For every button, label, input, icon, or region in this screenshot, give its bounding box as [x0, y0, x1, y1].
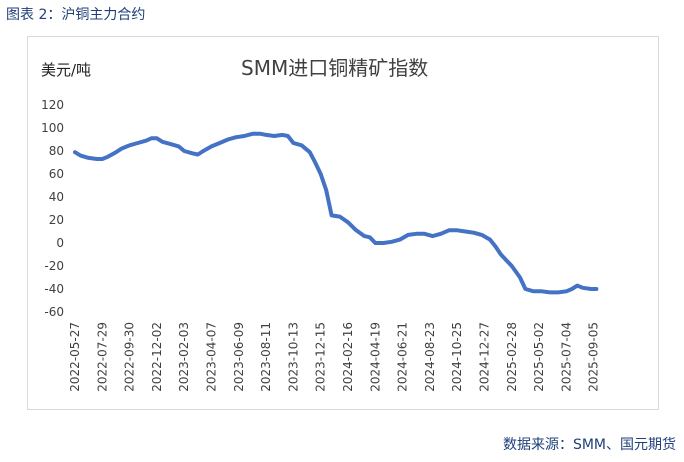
chart-title: SMM进口铜精矿指数 [241, 56, 428, 80]
x-tick-label: 2023-08-11 [259, 322, 273, 392]
x-tick-label: 2022-09-30 [123, 322, 137, 392]
x-tick-label: 2024-04-19 [368, 322, 382, 392]
x-tick-label: 2023-04-07 [205, 322, 219, 392]
x-tick-label: 2023-10-13 [286, 322, 300, 392]
x-tick-label: 2022-12-02 [150, 322, 164, 392]
y-tick-label: 40 [49, 190, 64, 204]
y-tick-label: -60 [44, 305, 64, 319]
line-chart: SMM进口铜精矿指数 美元/吨 120 100 80 60 40 20 0 -20 -40 -60… [41, 56, 601, 392]
x-tick-label: 2023-02-03 [177, 322, 191, 392]
x-tick-label: 2025-09-05 [587, 322, 601, 392]
y-tick-label: 20 [49, 213, 64, 227]
figure-caption: 图表 2：沪铜主力合约 [6, 7, 146, 23]
x-tick-label: 2022-05-27 [68, 322, 82, 392]
x-tick-label: 2023-06-09 [232, 322, 246, 392]
y-axis-label: 美元/吨 [41, 61, 91, 79]
x-tick-label: 2023-12-15 [314, 322, 328, 392]
y-tick-label: -20 [44, 259, 64, 273]
chart-frame: SMM进口铜精矿指数 美元/吨 120 100 80 60 40 20 0 -20 -40 -60… [27, 36, 659, 410]
x-tick-label: 2024-12-27 [478, 322, 492, 392]
x-tick-label: 2024-10-25 [450, 322, 464, 392]
y-tick-label: 100 [41, 121, 64, 135]
x-tick-label: 2025-02-28 [505, 322, 519, 392]
x-tick-label: 2025-07-04 [559, 322, 573, 392]
series-line [73, 131, 599, 295]
data-source: 数据来源：SMM、国元期货 [502, 437, 676, 453]
y-tick-label: 60 [49, 167, 64, 181]
x-tick-label: 2025-05-02 [532, 322, 546, 392]
y-tick-label: -40 [44, 282, 64, 296]
y-tick-label: 80 [49, 144, 64, 158]
x-tick-label: 2024-02-16 [341, 322, 355, 392]
x-tick-label: 2022-07-29 [95, 322, 109, 392]
x-tick-label: 2024-08-23 [423, 322, 437, 392]
y-tick-label: 120 [41, 98, 64, 112]
x-tick-label: 2024-06-21 [396, 322, 410, 392]
y-tick-label: 0 [56, 236, 64, 250]
